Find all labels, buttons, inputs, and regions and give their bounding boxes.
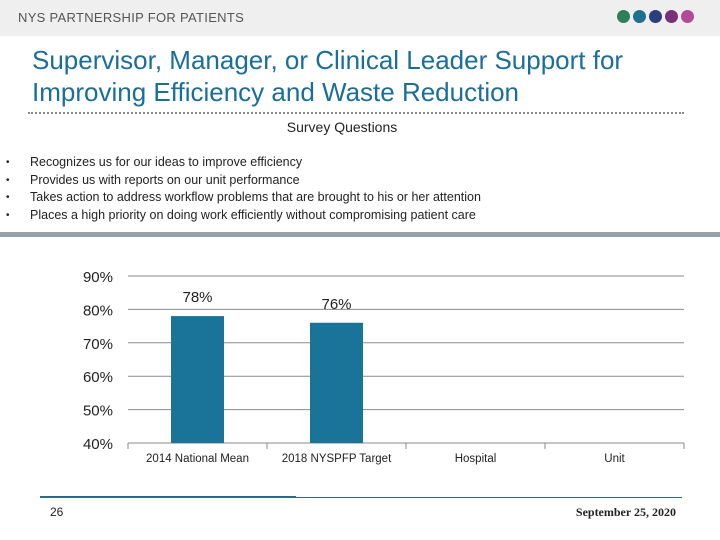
survey-questions-list: • Recognizes us for our ideas to improve … [6, 154, 481, 224]
slide-title: Supervisor, Manager, or Clinical Leader … [32, 44, 692, 108]
x-category-label: Unit [604, 453, 625, 465]
bullet-glyph: • [6, 192, 10, 203]
brand-dot [681, 10, 694, 23]
section-heading: Survey Questions [286, 119, 398, 135]
survey-question-text: Recognizes us for our ideas to improve e… [30, 155, 303, 169]
brand-dot [649, 10, 662, 23]
slide-title-line2: Improving Efficiency and Waste Reduction [32, 77, 520, 107]
survey-question: • Takes action to address workflow proble… [6, 189, 481, 207]
organization-name: NYS PARTNERSHIP FOR PATIENTS [18, 10, 245, 25]
bar-chart: 40% 50% 60% 70% 80% 90% 78% 2014 National Mean 7… [83, 269, 685, 465]
data-label: 78% [182, 289, 212, 306]
survey-question-text: Provides us with reports on our unit per… [30, 172, 300, 187]
survey-question-text: Takes action to address workflow problem… [30, 190, 481, 204]
survey-question: • Provides us with reports on our unit pe… [6, 172, 481, 190]
data-label: 76% [321, 296, 351, 313]
x-category-label: Hospital [455, 453, 497, 465]
bullet-glyph: • [6, 174, 10, 186]
y-tick-label: 70% [83, 336, 113, 353]
footer-date: September 25, 2020 [575, 505, 676, 519]
slide-title-line1: Supervisor, Manager, or Clinical Leader … [32, 45, 624, 75]
page-number: 26 [50, 505, 64, 519]
brand-dot [665, 10, 678, 23]
survey-question: • Places a high priority on doing work ef… [6, 207, 481, 225]
x-category-label: 2018 NYSPFP Target [282, 453, 392, 465]
y-tick-label: 90% [83, 269, 113, 286]
section-band [0, 232, 720, 237]
survey-question-text: Places a high priority on doing work eff… [30, 207, 476, 222]
footer-divider-thin [296, 497, 682, 498]
y-tick-label: 40% [83, 436, 113, 453]
brand-dots [617, 10, 694, 23]
y-tick-label: 50% [83, 403, 113, 420]
brand-dot [633, 10, 646, 23]
title-divider [28, 112, 684, 114]
x-category-label: 2014 National Mean [146, 453, 249, 465]
footer-divider [40, 496, 296, 498]
y-tick-label: 80% [83, 302, 113, 319]
y-tick-label: 60% [83, 369, 113, 386]
bullet-glyph: • [6, 157, 10, 168]
header-bar: NYS PARTNERSHIP FOR PATIENTS [0, 0, 720, 36]
bar [171, 316, 224, 443]
bar [310, 322, 363, 443]
survey-question: • Recognizes us for our ideas to improve … [6, 154, 481, 172]
brand-dot [617, 10, 630, 23]
bullet-glyph: • [6, 209, 10, 221]
